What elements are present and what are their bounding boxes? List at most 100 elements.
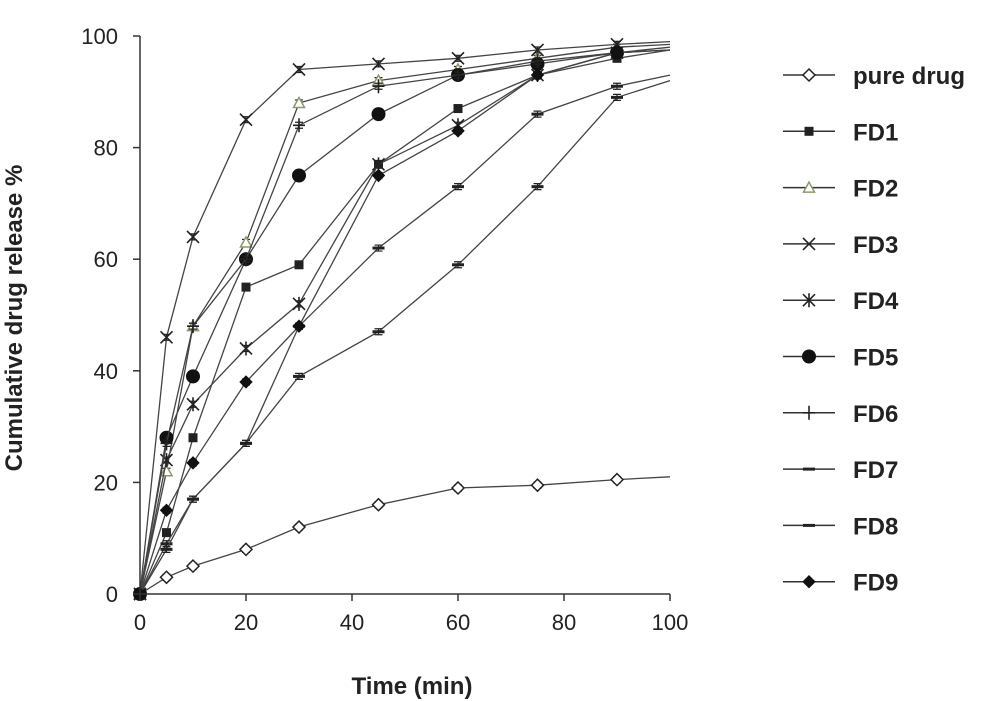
legend-marker [802,293,816,308]
data-point [186,456,200,470]
x-tick-label: 80 [552,610,576,635]
data-point [371,107,386,122]
data-point [531,112,544,116]
data-point [610,46,624,60]
y-tick-label: 100 [81,24,118,49]
data-point [531,54,544,69]
data-point [372,330,385,334]
data-point [372,79,385,94]
data-point [239,113,253,127]
x-tick-label: 60 [446,610,470,635]
y-axis-title: Cumulative drug release % [1,165,28,472]
y-tick-label: 40 [94,359,118,384]
x-tick-label: 20 [234,610,258,635]
legend-marker [801,67,817,83]
data-point [186,230,200,244]
data-point [611,84,623,88]
x-tick-label: 0 [134,610,146,635]
data-point [186,369,200,384]
data-point [162,528,171,538]
legend-label: FD6 [853,401,898,428]
legend-label: pure drug [853,63,965,90]
legend-label: FD5 [853,345,898,372]
series-line [139,43,671,595]
legend-item: FD7 [783,457,898,484]
data-point [292,95,306,109]
legend-marker [802,180,816,193]
legend-marker [802,349,816,364]
data-point [293,374,305,378]
data-point [159,330,174,344]
legend-label: FD7 [853,457,898,484]
series-line [139,476,671,595]
series-line [139,49,671,595]
series-line [139,40,671,595]
legend-label: FD9 [853,570,898,597]
legend-marker [803,523,815,527]
plot-area [132,37,671,602]
data-point [292,296,306,311]
legend-item: FD8 [783,513,898,540]
data-point [240,252,252,267]
data-point [188,433,198,443]
legend-marker [803,405,815,420]
data-point [451,51,465,65]
y-tick-label: 80 [94,136,118,161]
series-line [139,49,671,595]
x-tick-label: 100 [652,610,689,635]
series-fd6 [134,45,671,601]
data-point [294,260,304,270]
data-point [238,542,254,557]
y-tick-label: 20 [94,470,118,495]
legend-item: FD6 [783,401,898,428]
series-fd1 [135,49,671,599]
data-point [530,43,545,57]
data-point [451,124,465,138]
legend-label: FD8 [853,513,898,540]
data-point [292,319,306,333]
data-point [371,168,386,183]
legend-item: pure drug [783,63,965,90]
data-point [187,319,199,334]
data-point [239,375,253,389]
data-point [292,62,306,77]
series-line [139,49,671,595]
legend-item: FD3 [783,232,898,259]
series-fd2 [133,40,671,600]
data-point [187,497,199,501]
legend-marker [804,126,814,136]
data-point [371,497,386,512]
series-line [139,49,671,595]
legend-marker [802,237,816,251]
data-point [452,185,464,189]
legend: pure drug FD1 FD2 FD3 FD4 FD5 FD6 FD7 FD8 FD9 [783,63,965,597]
data-point [292,168,306,183]
data-point [293,118,305,133]
series-line [139,74,671,595]
data-point [530,478,545,493]
legend-marker [802,574,816,589]
data-point [159,503,174,518]
legend-label: FD4 [853,288,899,315]
series-fd3 [133,37,671,601]
series-line [139,46,671,595]
data-point [185,559,201,574]
y-tick-label: 60 [94,247,118,272]
legend-item: FD5 [783,345,898,372]
legend-label: FD2 [853,176,898,203]
series-pure-drug [132,472,671,602]
data-point [452,263,464,267]
series-line [139,79,671,595]
data-point [452,68,464,83]
x-tick-label: 40 [340,610,364,635]
legend-marker [803,467,815,471]
tick-labels: 0 20 40 60 80 100 0 20 40 60 80 100 [81,24,688,635]
data-point [371,57,386,71]
x-axis-title: Time (min) [352,673,473,700]
data-point [453,104,463,114]
axes [139,36,670,595]
legend-item: FD4 [783,288,899,315]
data-point [240,441,252,445]
data-point [160,542,173,546]
y-tick-label: 0 [106,582,118,607]
